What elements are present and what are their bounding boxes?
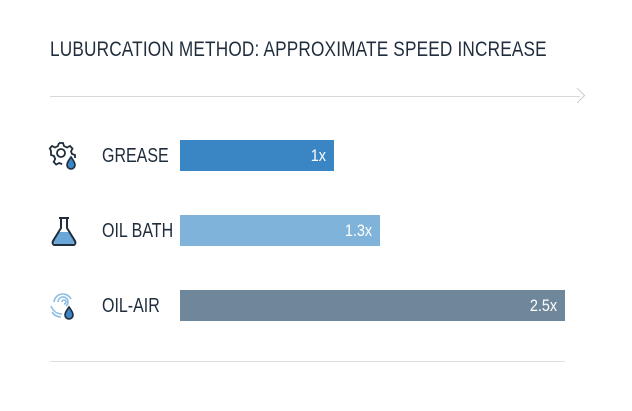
category-label: OIL BATH xyxy=(102,220,174,242)
gear-drop-icon xyxy=(48,142,76,170)
bar-row-oil-air: OIL-AIR 2.5x xyxy=(0,290,632,322)
bar-row-grease: GREASE 1x xyxy=(0,140,632,172)
axis-arrow-icon xyxy=(569,87,586,104)
bar-row-oil-bath: OIL BATH 1.3x xyxy=(0,215,632,247)
axis-line xyxy=(50,96,580,97)
category-label: GREASE xyxy=(102,145,169,167)
chart-title: LUBURCATION METHOD: APPROXIMATE SPEED IN… xyxy=(50,38,547,61)
bar-oil-air: 2.5x xyxy=(180,290,565,321)
swirl-drop-icon xyxy=(50,293,74,320)
value-label: 2.5x xyxy=(529,296,557,315)
value-label: 1.3x xyxy=(344,221,373,240)
bar-oil-bath: 1.3x xyxy=(180,215,381,246)
category-label: OIL-AIR xyxy=(102,295,160,317)
value-label: 1x xyxy=(310,146,326,165)
baseline-divider xyxy=(50,361,565,362)
flask-icon xyxy=(51,217,77,246)
bar-grease: 1x xyxy=(180,140,334,171)
